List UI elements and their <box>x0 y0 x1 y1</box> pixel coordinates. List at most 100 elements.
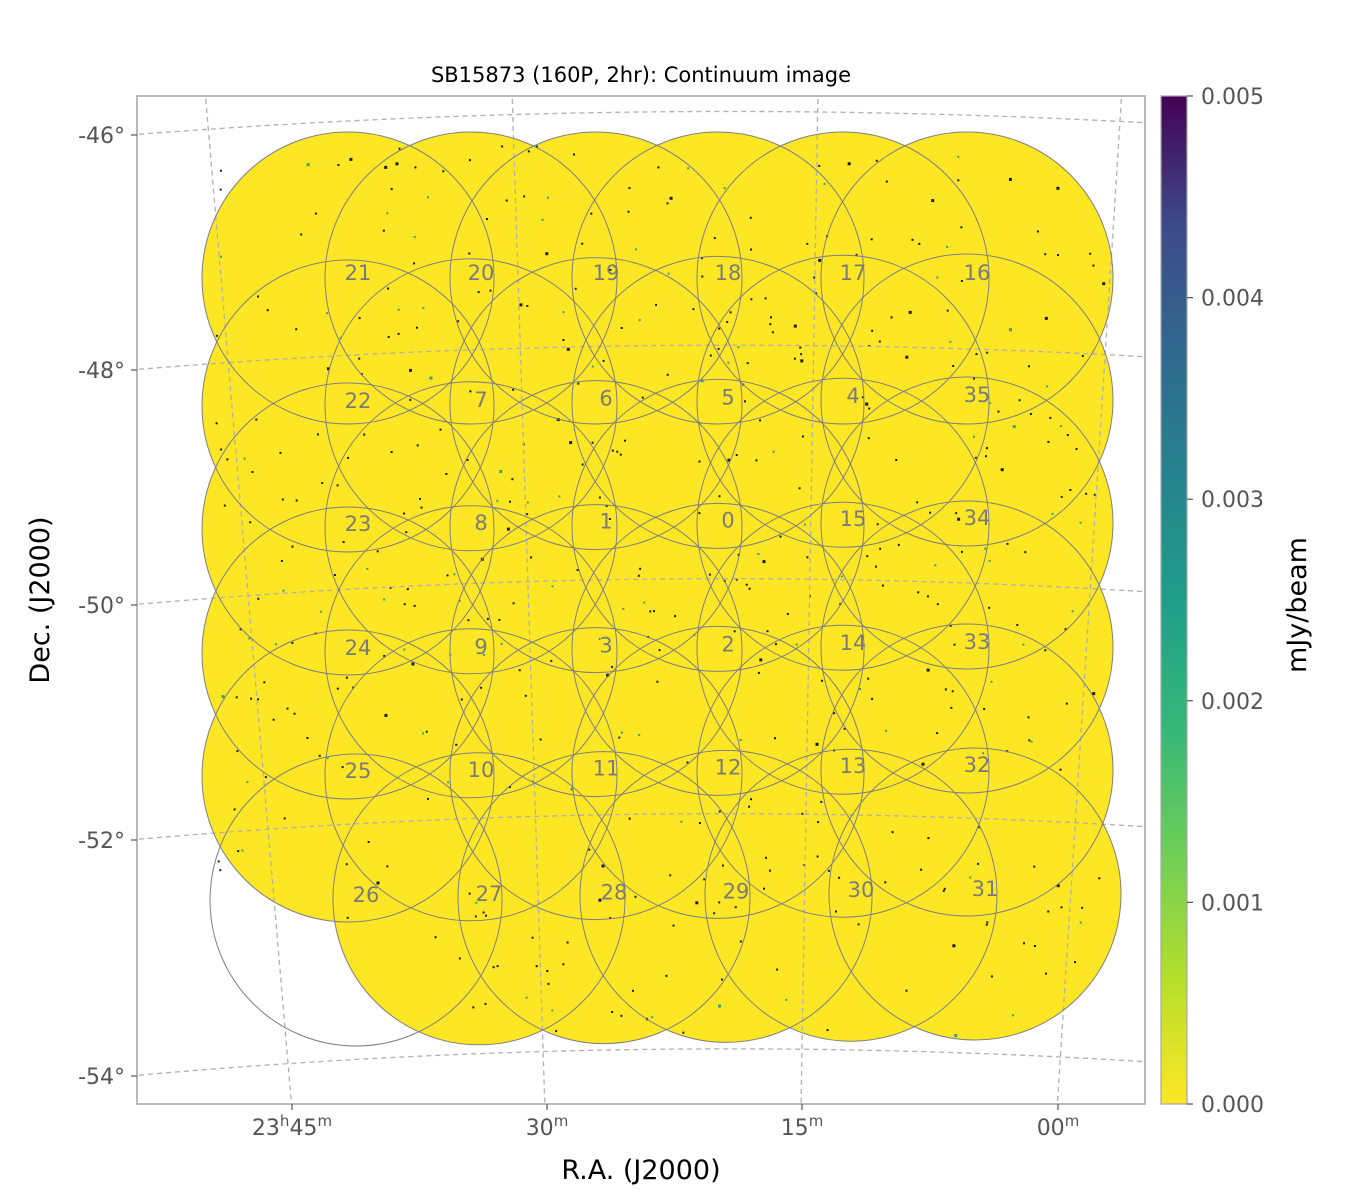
point-source <box>908 310 912 314</box>
point-source <box>611 1011 614 1013</box>
point-source <box>420 506 423 509</box>
point-source <box>1092 264 1095 267</box>
point-source <box>264 776 267 779</box>
point-source <box>535 965 538 968</box>
point-source <box>219 869 222 872</box>
point-source <box>447 781 450 784</box>
point-source <box>403 512 406 515</box>
point-source <box>952 944 956 948</box>
point-source <box>467 619 470 622</box>
beam-label: 34 <box>964 506 991 530</box>
beam-outline <box>696 624 990 918</box>
point-source <box>422 307 425 310</box>
point-source <box>686 761 689 764</box>
dec-grid-line <box>137 1048 1145 1077</box>
point-source <box>413 604 416 607</box>
beam-label: 6 <box>599 387 612 411</box>
point-source <box>1075 448 1078 450</box>
point-source <box>358 357 361 360</box>
point-source <box>757 671 760 674</box>
point-source <box>875 565 877 568</box>
y-axis-ticks: -46° -48° -50° -52° -54° <box>78 124 137 1090</box>
point-source <box>655 303 657 306</box>
point-source <box>890 316 893 319</box>
point-source <box>551 1009 554 1012</box>
point-source <box>793 357 796 360</box>
point-source <box>749 216 752 219</box>
point-source <box>1056 186 1060 190</box>
point-source <box>870 238 873 241</box>
point-source <box>983 708 986 710</box>
point-source <box>957 517 961 521</box>
beam-outline <box>449 504 743 798</box>
point-source <box>750 248 752 251</box>
point-source <box>929 511 932 514</box>
point-source <box>1009 328 1012 332</box>
point-source <box>774 643 777 646</box>
point-source <box>249 521 252 524</box>
point-source <box>927 837 930 840</box>
point-source <box>458 957 461 960</box>
point-source <box>429 376 433 380</box>
beam-outline <box>209 753 503 1047</box>
point-source <box>318 754 321 757</box>
point-source <box>570 787 574 791</box>
point-source <box>266 309 269 312</box>
point-source <box>682 1031 685 1034</box>
point-source <box>251 471 254 473</box>
point-source <box>656 680 659 683</box>
point-source <box>769 869 771 872</box>
point-source <box>969 876 972 879</box>
point-source <box>215 334 218 337</box>
point-source <box>727 361 730 364</box>
point-source <box>345 863 348 866</box>
beam-label: 17 <box>840 261 867 285</box>
point-source <box>936 732 939 735</box>
point-source <box>326 367 330 371</box>
point-source <box>475 901 478 904</box>
beam-outline <box>696 131 990 425</box>
point-source <box>763 887 765 890</box>
point-source <box>457 320 460 323</box>
point-source <box>485 914 487 917</box>
point-source <box>349 157 353 161</box>
beam-label: 35 <box>964 383 991 407</box>
point-source <box>672 924 675 927</box>
point-source <box>386 865 389 868</box>
point-source <box>891 831 894 834</box>
point-source <box>505 199 508 202</box>
point-source <box>250 697 253 700</box>
point-source <box>609 917 612 919</box>
point-source <box>984 547 987 550</box>
point-source <box>952 365 955 367</box>
point-source <box>531 936 534 939</box>
point-source <box>257 295 259 298</box>
point-source <box>1022 643 1025 646</box>
point-source <box>866 555 869 558</box>
point-source <box>847 162 851 166</box>
point-source <box>669 874 672 877</box>
point-source <box>506 527 510 531</box>
point-source <box>397 308 400 311</box>
point-source <box>1029 413 1032 415</box>
point-source <box>722 864 724 867</box>
point-source <box>1081 355 1084 357</box>
point-source <box>300 233 303 236</box>
beam-label: 1 <box>599 510 612 534</box>
point-source <box>748 587 751 590</box>
point-source <box>573 153 575 156</box>
point-source <box>546 970 549 972</box>
point-source <box>306 737 309 739</box>
point-source <box>667 272 670 275</box>
point-source <box>527 150 530 153</box>
point-source <box>713 237 716 240</box>
point-source <box>917 591 920 594</box>
point-source <box>598 898 602 902</box>
point-source <box>387 336 390 338</box>
point-source <box>776 968 779 971</box>
point-source <box>750 798 752 801</box>
point-source <box>765 856 767 859</box>
point-source <box>1079 921 1082 924</box>
point-source <box>918 242 921 245</box>
point-source <box>987 273 990 276</box>
